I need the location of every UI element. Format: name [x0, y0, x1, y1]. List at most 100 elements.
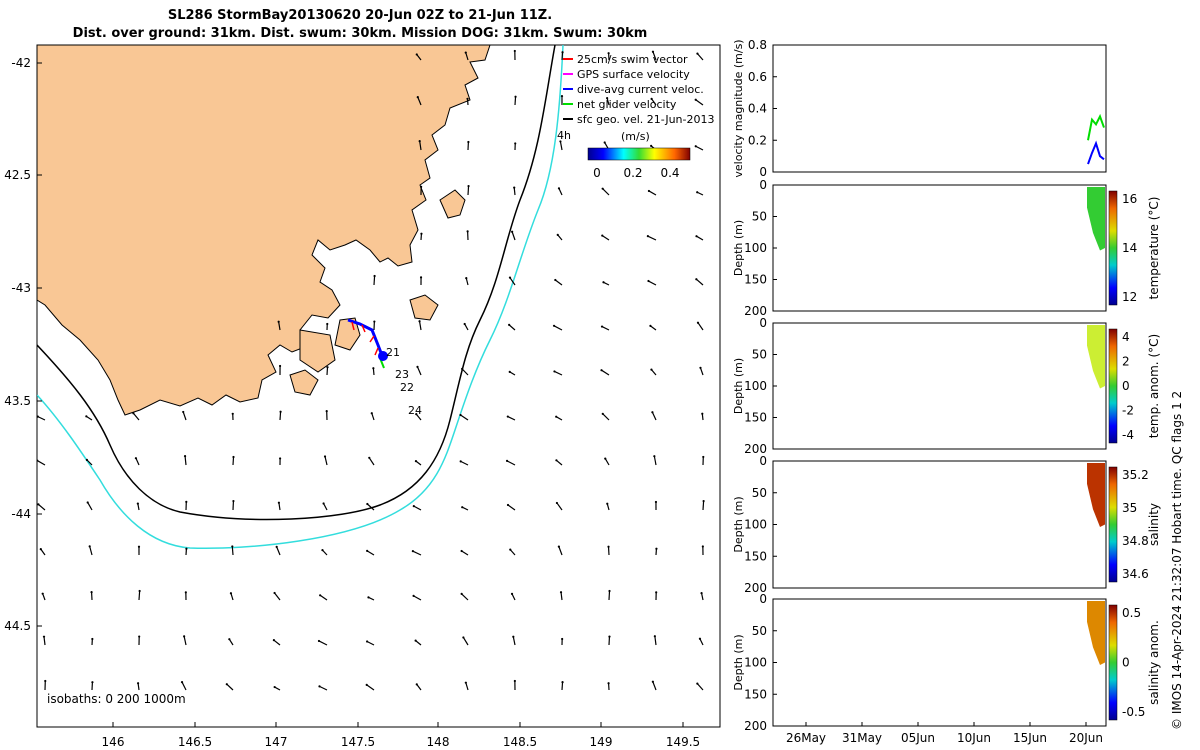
velocity-vector-head: [370, 412, 373, 415]
velocity-vector-head: [279, 410, 282, 413]
velocity-vector: [228, 638, 234, 646]
velocity-vector: [465, 682, 469, 691]
y-tick-label: 200: [744, 719, 767, 733]
x-tick-label: 149: [590, 735, 613, 749]
x-tick-label: 148: [427, 735, 450, 749]
legend-label: GPS surface velocity: [577, 68, 690, 81]
velocity-vector-head: [694, 145, 697, 148]
y-tick-label: 0.6: [748, 70, 767, 84]
sfc-geo-velocity-field: [37, 49, 705, 691]
velocity-vector-head: [561, 51, 564, 54]
velocity-vector-head: [463, 322, 466, 326]
velocity-vector-head: [655, 547, 658, 550]
velocity-vector-head: [514, 95, 517, 98]
x-tick-label: 146: [102, 735, 125, 749]
velocity-vector-head: [695, 278, 698, 281]
velocity-vector-head: [273, 685, 276, 689]
colorbar-tick: 34.8: [1122, 534, 1149, 548]
velocity-vector-head: [90, 590, 93, 594]
island: [299, 329, 336, 373]
velocity-vector-head: [510, 592, 514, 595]
y-tick-label: 200: [744, 304, 767, 318]
velocity-vector: [558, 188, 563, 196]
velocity-vector-head: [698, 637, 702, 640]
velocity-vector-head: [653, 455, 656, 458]
velocity-vector-head: [372, 367, 375, 370]
velocity-vector: [652, 51, 657, 61]
chart-title-line2: Dist. over ground: 31km. Dist. swum: 30k…: [72, 26, 648, 41]
y-tick-label: 50: [752, 486, 767, 500]
y-tick-label: 150: [744, 411, 767, 425]
velocity-vector-head: [225, 683, 228, 686]
panel-frame: [772, 460, 1107, 589]
velocity-vector-head: [37, 503, 40, 506]
velocity-vector: [137, 683, 140, 691]
velocity-vector-head: [696, 52, 699, 55]
velocity-vector: [226, 683, 234, 691]
velocity-vector: [416, 366, 422, 376]
velocity-vector-head: [37, 415, 39, 418]
velocity-vector-head: [514, 142, 517, 145]
x-tick-label: 10Jun: [957, 731, 991, 745]
velocity-vector: [509, 549, 516, 556]
velocity-vector-head: [701, 545, 704, 548]
velocity-vector-head: [654, 500, 658, 504]
velocity-vector-head: [326, 322, 329, 326]
velocity-vector-head: [699, 366, 702, 369]
velocity-vector: [37, 503, 46, 511]
velocity-vector: [507, 416, 516, 421]
velocity-vector: [651, 98, 657, 106]
velocity-vector: [653, 456, 657, 466]
velocity-vector: [40, 548, 46, 556]
velocity-vector-head: [322, 502, 325, 505]
map-legend: 25cm/s swim vector GPS surface velocity di…: [557, 53, 714, 180]
velocity-vector-head: [606, 502, 609, 505]
velocity-vector: [182, 411, 187, 421]
velocity-vector-head: [511, 230, 514, 233]
velocity-vector-head: [412, 594, 415, 597]
velocity-vector: [648, 190, 657, 196]
velocity-vector-head: [319, 594, 322, 597]
velocity-vector-head: [560, 94, 564, 98]
velocity-vector-head: [41, 592, 44, 595]
y-tick-label: 0.8: [748, 38, 767, 52]
colorbar-tick: 2: [1122, 355, 1130, 369]
velocity-vector: [412, 550, 422, 556]
y-tick-label: 0: [759, 316, 767, 330]
velocity-vector: [413, 595, 422, 601]
velocity-vector-head: [702, 499, 705, 503]
velocity-vector-head: [277, 501, 280, 504]
panel-frame: [772, 184, 1107, 312]
colorbar-tick: 0.4: [660, 166, 679, 180]
y-tick-label: 100: [744, 379, 767, 393]
island: [409, 294, 439, 321]
velocity-vector: [561, 52, 564, 61]
velocity-vector: [697, 322, 704, 331]
velocity-vector-head: [555, 415, 558, 418]
legend-label: sfc geo. vel. 21-Jun-2013: [577, 113, 714, 126]
velocity-vector: [273, 639, 281, 646]
velocity-vector-head: [608, 635, 611, 638]
velocity-vector: [506, 460, 516, 466]
section-data: [1087, 601, 1105, 666]
velocity-vector-head: [608, 589, 611, 593]
velocity-vector: [274, 592, 281, 601]
velocity-vector-head: [561, 681, 564, 684]
velocity-vector-head: [229, 592, 233, 595]
velocity-vector-head: [695, 235, 698, 238]
map-panel: 21 23 22 24 146 146.5 147 147.5 148 148.5 149 1…: [4, 44, 721, 749]
island: [289, 369, 319, 396]
island: [439, 189, 466, 219]
velocity-vector-head: [373, 274, 376, 278]
velocity-vector-head: [419, 276, 423, 279]
colorbar-tick: 0: [593, 166, 601, 180]
velocity-vector: [702, 501, 705, 511]
velocity-vector-head: [460, 592, 463, 596]
velocity-vector-head: [415, 53, 418, 56]
velocity-vector-head: [367, 596, 370, 599]
velocity-vector-head: [138, 589, 141, 593]
velocity-vector-head: [414, 460, 418, 463]
colorbar-tick: -0.5: [1122, 705, 1145, 719]
velocity-vector-head: [277, 320, 280, 323]
